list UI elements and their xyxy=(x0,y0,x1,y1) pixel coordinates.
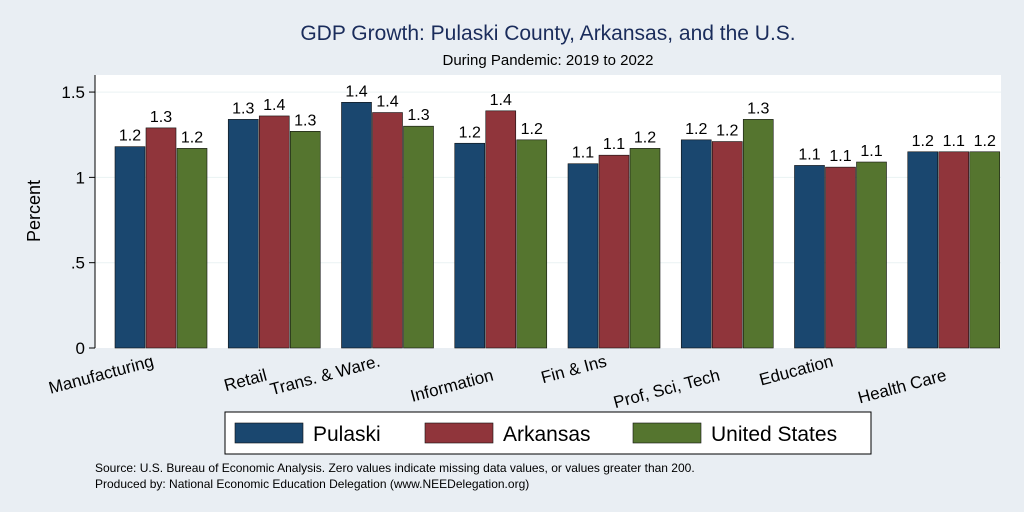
chart-subtitle: During Pandemic: 2019 to 2022 xyxy=(443,52,654,69)
x-tick-label: Health Care xyxy=(856,366,949,408)
bar-value-label: 1.2 xyxy=(685,121,707,138)
bar-united-states xyxy=(629,148,661,349)
bar-value-label: 1.3 xyxy=(747,100,769,117)
bar-value-label: 1.1 xyxy=(943,133,965,150)
bar-value-label: 1.2 xyxy=(974,133,996,150)
bar-value-label: 1.1 xyxy=(603,136,625,153)
bar-value-label: 1.2 xyxy=(119,128,141,145)
bar-arkansas xyxy=(711,141,743,349)
x-axis-tick-labels: Manufacturing Retail Trans. & Ware. Informa… xyxy=(47,352,949,413)
bar-united-states xyxy=(176,148,208,349)
bar-value-label: 1.2 xyxy=(716,123,738,140)
bars xyxy=(114,102,1001,349)
bar-value-label: 1.1 xyxy=(860,143,882,160)
bar-pulaski xyxy=(907,151,939,349)
bar-value-label: 1.4 xyxy=(345,83,367,100)
bar-value-label: 1.2 xyxy=(181,129,203,146)
bar-arkansas xyxy=(938,151,970,349)
y-tick-label: 0 xyxy=(76,339,85,358)
x-tick-label: Fin & Ins xyxy=(539,352,609,388)
bar-pulaski xyxy=(114,146,146,349)
bar-value-label: 1.2 xyxy=(634,129,656,146)
bar-united-states xyxy=(403,125,434,349)
bar-value-label: 1.1 xyxy=(829,148,851,165)
bar-united-states xyxy=(856,161,887,349)
bar-pulaski xyxy=(567,163,599,349)
bar-pulaski xyxy=(227,119,259,349)
bar-united-states xyxy=(289,131,321,349)
bar-value-label: 1.4 xyxy=(376,94,398,111)
bar-value-label: 1.1 xyxy=(572,145,594,162)
x-tick-label: Retail xyxy=(222,366,269,396)
produced-by-note: Produced by: National Economic Education… xyxy=(95,477,530,491)
x-tick-label: Prof, Sci, Tech xyxy=(611,366,721,413)
y-axis: Percent 0 .5 1 1.5 xyxy=(24,75,96,358)
x-tick-label: Trans. & Ware. xyxy=(268,352,382,400)
bar-pulaski xyxy=(454,142,486,349)
legend-swatch-united-states xyxy=(632,422,702,444)
bar-value-label: 1.2 xyxy=(912,133,934,150)
legend-box xyxy=(224,411,872,455)
bar-value-label: 1.3 xyxy=(150,109,172,126)
bar-arkansas xyxy=(825,166,856,349)
bar-value-label: 1.4 xyxy=(263,97,285,114)
bar-united-states xyxy=(516,139,548,349)
y-tick-label: 1.5 xyxy=(61,83,85,102)
bar-arkansas xyxy=(145,127,177,349)
bar-value-label: 1.4 xyxy=(490,92,512,109)
bar-pulaski xyxy=(341,102,372,349)
legend-label: Pulaski xyxy=(313,423,381,446)
legend-label: United States xyxy=(711,423,837,446)
x-tick-label: Education xyxy=(757,352,835,390)
chart-title: GDP Growth: Pulaski County, Arkansas, an… xyxy=(300,22,795,45)
y-tick-label: 1 xyxy=(76,168,85,187)
y-axis-label: Percent xyxy=(24,180,44,242)
bar-value-label: 1.3 xyxy=(294,112,316,129)
bar-value-label: 1.2 xyxy=(459,124,481,141)
legend-swatch-pulaski xyxy=(234,422,304,444)
bar-united-states xyxy=(742,119,774,349)
y-tick-label: .5 xyxy=(71,254,85,273)
legend-swatch-arkansas xyxy=(424,422,494,444)
bar-chart: Percent 0 .5 1 1.5 1.2 1.3 1.2 1.3 1.4 1.3 1.4 1.4… xyxy=(24,22,1001,455)
bar-united-states xyxy=(969,151,1001,349)
legend-label: Arkansas xyxy=(503,423,591,446)
bar-pulaski xyxy=(680,139,712,349)
bar-value-label: 1.3 xyxy=(232,100,254,117)
source-note: Source: U.S. Bureau of Economic Analysis… xyxy=(95,461,695,475)
bar-arkansas xyxy=(598,154,630,349)
bar-arkansas xyxy=(372,112,403,349)
bar-arkansas xyxy=(258,115,290,349)
x-tick-label: Manufacturing xyxy=(47,352,156,398)
bar-pulaski xyxy=(794,165,825,349)
bar-value-label: 1.3 xyxy=(407,107,429,124)
bar-arkansas xyxy=(485,110,517,349)
bar-value-label: 1.2 xyxy=(521,121,543,138)
bar-value-label: 1.1 xyxy=(798,146,820,163)
data-labels: 1.2 1.3 1.2 1.3 1.4 1.3 1.4 1.4 1.3 1.2 1.4 1.2 1.1 1… xyxy=(119,83,996,165)
legend: Pulaski Arkansas United States xyxy=(224,411,872,455)
x-tick-label: Information xyxy=(408,366,495,406)
